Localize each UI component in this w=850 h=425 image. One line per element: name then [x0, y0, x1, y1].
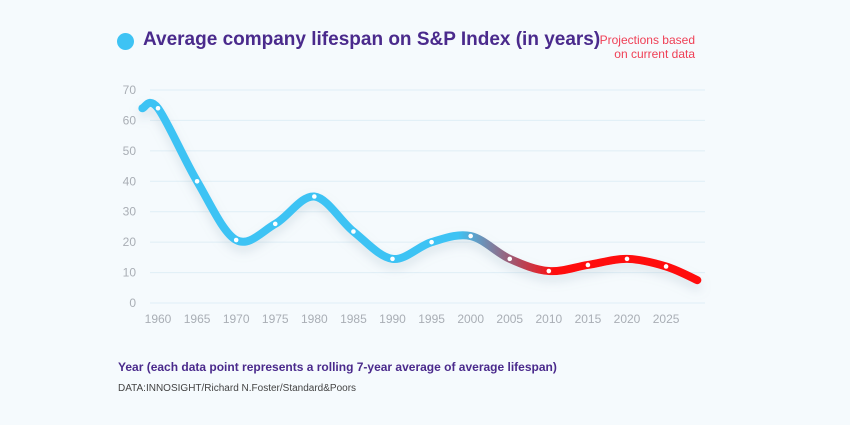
chart-title: Average company lifespan on S&P Index (i…: [143, 29, 601, 50]
y-tick-label: 20: [123, 235, 137, 249]
projection-note-line1: Projections based: [599, 33, 695, 47]
x-tick-label: 2000: [457, 312, 484, 326]
x-tick-label: 1985: [340, 312, 367, 326]
projection-note: Projections based on current data: [555, 33, 695, 61]
data-point: [194, 178, 200, 184]
data-point: [624, 256, 630, 262]
x-tick-label: 2025: [653, 312, 680, 326]
y-axis-ticks: 0 10 20 30 40 50 60 70: [123, 83, 137, 310]
x-axis-label: Year (each data point represents a rolli…: [118, 360, 557, 374]
data-point: [390, 256, 395, 262]
x-tick-label: 1990: [379, 312, 406, 326]
data-point: [663, 264, 669, 269]
x-tick-label: 1960: [145, 312, 172, 326]
x-tick-label: 1975: [262, 312, 289, 326]
x-tick-label: 1980: [301, 312, 328, 326]
x-tick-label: 2010: [535, 312, 562, 326]
y-tick-label: 40: [123, 174, 137, 188]
data-point: [351, 229, 356, 234]
x-axis-ticks: 1960 1965 1970 1975 1980 1985 1990 1995 2000 2005…: [145, 312, 680, 326]
x-tick-label: 1995: [418, 312, 445, 326]
x-tick-label: 2020: [614, 312, 641, 326]
y-tick-label: 50: [123, 144, 137, 158]
data-point: [312, 194, 317, 199]
data-point: [429, 239, 434, 245]
data-markers: [155, 105, 669, 274]
x-tick-label: 1965: [184, 312, 211, 326]
projection-note-line2: on current data: [614, 47, 695, 61]
x-tick-label: 1970: [223, 312, 250, 326]
data-point: [155, 105, 161, 111]
data-point: [546, 268, 552, 274]
x-tick-label: 2005: [496, 312, 523, 326]
y-tick-label: 30: [123, 205, 137, 219]
data-point: [468, 233, 473, 239]
series-line: [138, 98, 702, 285]
grid-lines: [150, 89, 705, 304]
data-point: [507, 256, 513, 262]
data-point: [233, 237, 239, 243]
data-point: [272, 221, 278, 227]
source-credit: DATA:INNOSIGHT/Richard N.Foster/Standard…: [118, 383, 357, 394]
x-tick-label: 2015: [575, 312, 602, 326]
y-tick-label: 0: [129, 296, 136, 310]
y-tick-label: 60: [123, 113, 137, 127]
y-tick-label: 70: [123, 83, 137, 97]
data-point: [585, 262, 591, 268]
legend-dot-icon: [117, 33, 134, 50]
y-tick-label: 10: [123, 266, 137, 280]
